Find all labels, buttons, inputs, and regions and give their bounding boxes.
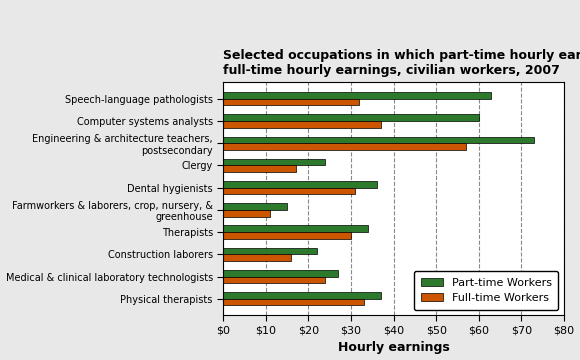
Bar <box>223 299 364 306</box>
Bar <box>223 270 338 276</box>
Bar <box>223 210 270 217</box>
Bar <box>223 292 381 299</box>
Text: Selected occupations in which part-time hourly earnings are greater than
full-ti: Selected occupations in which part-time … <box>223 49 580 77</box>
X-axis label: Hourly earnings: Hourly earnings <box>338 341 450 355</box>
Bar <box>223 181 376 188</box>
Bar <box>223 114 478 121</box>
Bar <box>223 255 291 261</box>
Bar <box>223 99 360 105</box>
Bar <box>223 159 325 166</box>
Bar <box>223 121 381 128</box>
Bar <box>223 188 355 194</box>
Legend: Part-time Workers, Full-time Workers: Part-time Workers, Full-time Workers <box>414 271 559 310</box>
Bar <box>223 248 317 255</box>
Bar <box>223 92 491 99</box>
Bar <box>223 225 368 232</box>
Bar <box>223 143 466 150</box>
Bar <box>223 232 351 239</box>
Bar <box>223 203 287 210</box>
Bar <box>223 166 296 172</box>
Bar <box>223 276 325 283</box>
Bar <box>223 136 534 143</box>
